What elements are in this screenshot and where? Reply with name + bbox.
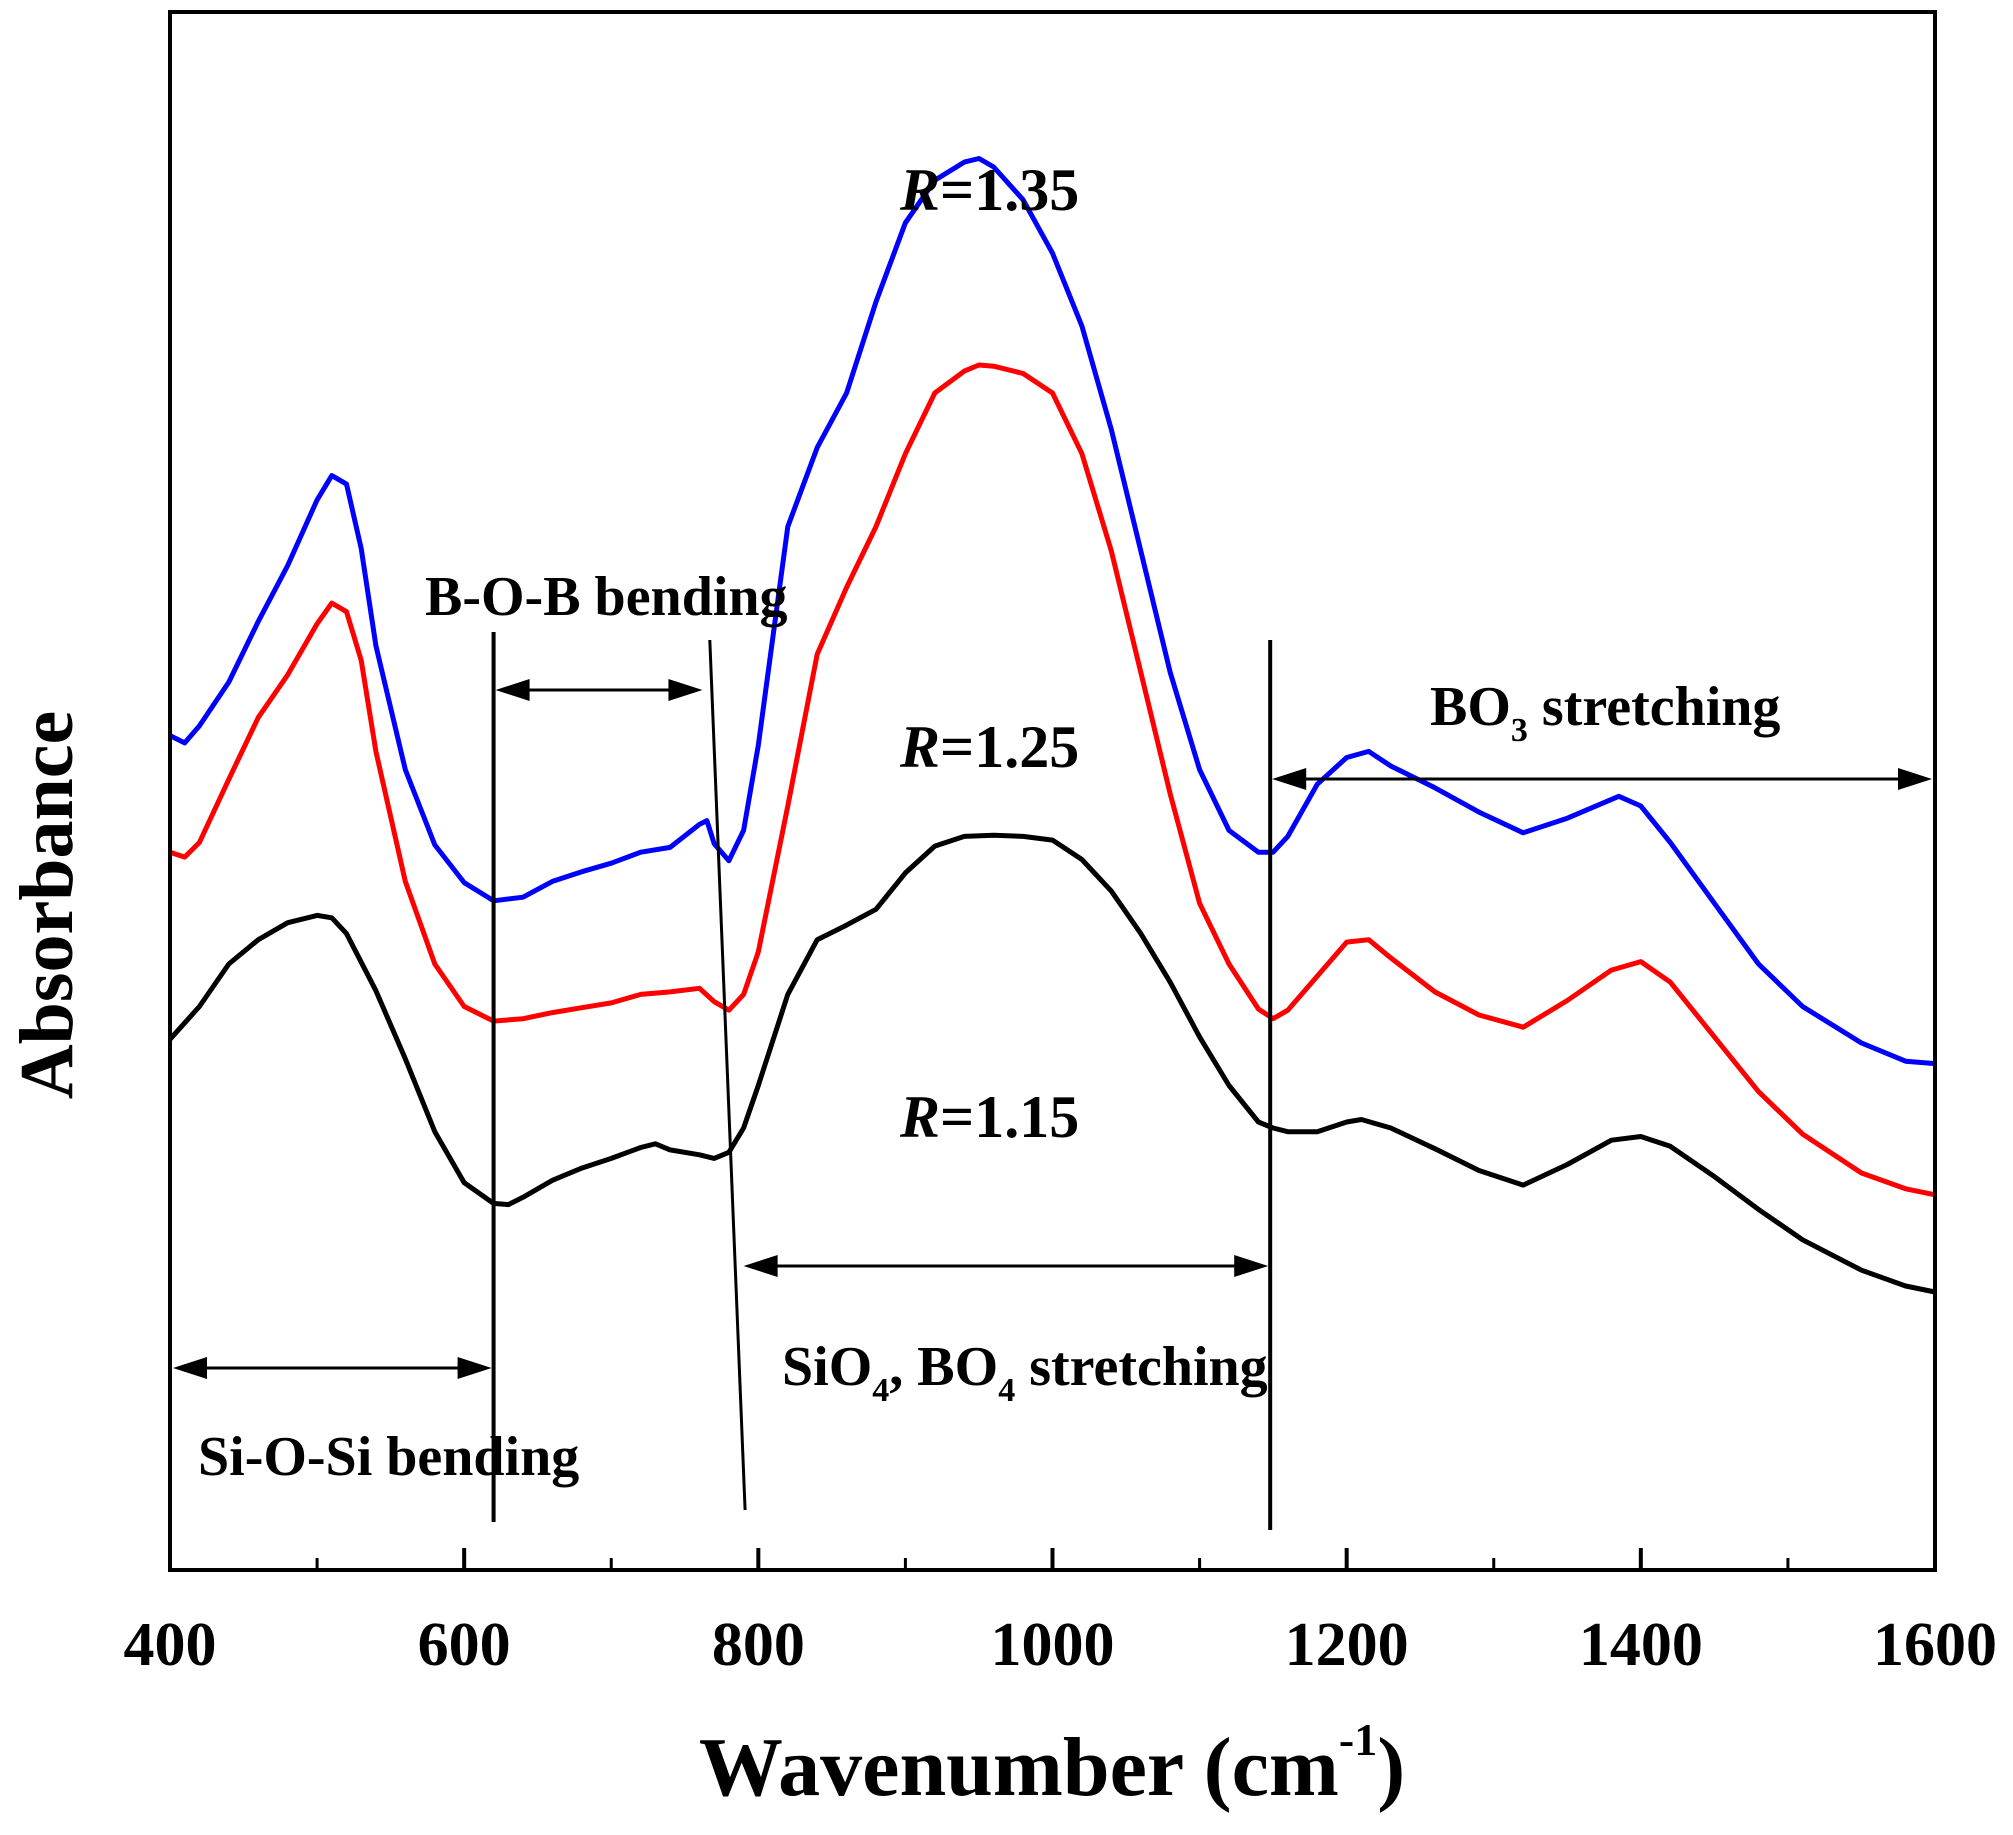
x-axis-ticks: 400 600 800 1000 1200 1400 1600 bbox=[124, 1548, 1997, 1679]
x-axis-title: Wavenumber (cm-1) bbox=[699, 1714, 1405, 1814]
arrow-bo3-head-right bbox=[1898, 768, 1932, 790]
x-tick-label: 600 bbox=[418, 1611, 511, 1679]
x-tick-label: 800 bbox=[712, 1611, 805, 1679]
arrow-b-o-b bbox=[495, 679, 703, 701]
series-line-r135 bbox=[168, 156, 1936, 1067]
arrow-sio4-bo4 bbox=[743, 1255, 1269, 1277]
arrow-bo3-head-left bbox=[1272, 768, 1307, 790]
arrow-sio4-bo4-head-right bbox=[1234, 1255, 1269, 1277]
series-line-r115 bbox=[168, 832, 1936, 1295]
x-tick-label: 1200 bbox=[1285, 1611, 1409, 1679]
series-layer bbox=[168, 156, 1936, 1295]
series-label-r125: R=1.25 bbox=[899, 714, 1079, 780]
x-tick-label: 1400 bbox=[1579, 1611, 1703, 1679]
x-tick-label: 1000 bbox=[991, 1611, 1115, 1679]
annotation-b-o-b-bending: B-O-B bending bbox=[425, 566, 788, 628]
divider-slanted bbox=[708, 639, 747, 1511]
arrow-b-o-b-head-right bbox=[668, 679, 703, 701]
annotation-si-o-si-bending: Si-O-Si bending bbox=[198, 1426, 579, 1488]
annotation-bo3-stretching: BO3 stretching bbox=[1430, 676, 1780, 749]
arrow-si-o-si-head-left bbox=[173, 1357, 207, 1379]
annotation-sio4-bo4-stretching: SiO4, BO4 stretching bbox=[782, 1336, 1268, 1409]
series-line-r125 bbox=[169, 362, 1936, 1198]
arrow-sio4-bo4-head-left bbox=[743, 1255, 778, 1277]
x-tick-label: 400 bbox=[124, 1611, 217, 1679]
series-label-r115: R=1.15 bbox=[899, 1084, 1079, 1150]
band-arrows bbox=[173, 679, 1932, 1379]
series-label-r135: R=1.35 bbox=[899, 157, 1079, 223]
x-tick-label: 1600 bbox=[1873, 1611, 1997, 1679]
y-axis-title: Absorbance bbox=[5, 711, 89, 1099]
arrow-si-o-si bbox=[173, 1357, 492, 1379]
arrow-b-o-b-head-left bbox=[495, 679, 530, 701]
arrow-bo3 bbox=[1272, 768, 1932, 790]
band-dividers bbox=[491, 632, 1273, 1530]
arrow-si-o-si-head-right bbox=[457, 1357, 492, 1379]
